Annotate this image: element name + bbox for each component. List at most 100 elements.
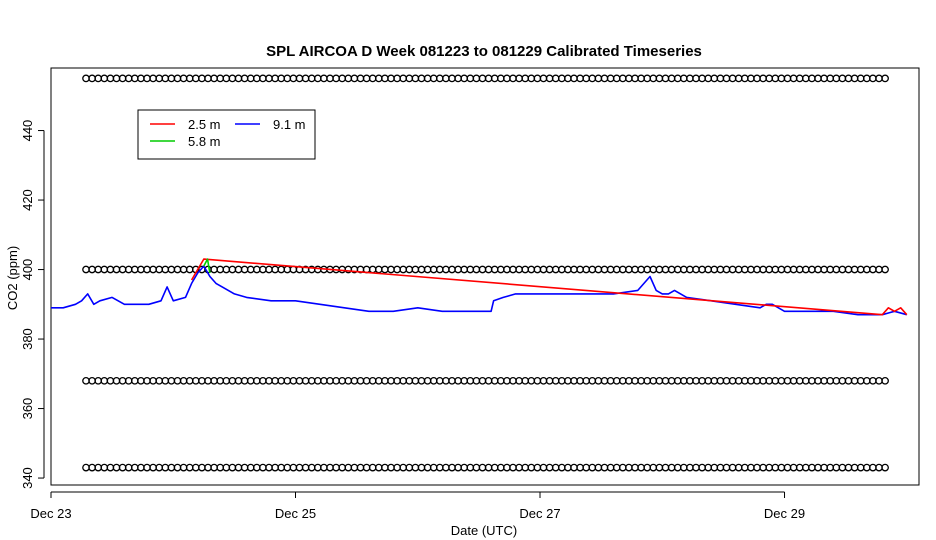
marker-point [246,265,255,274]
marker-point [350,376,359,385]
marker-point [881,376,889,385]
marker-point [759,463,767,472]
marker-point [118,463,127,472]
marker-point [814,74,822,83]
marker-point [454,265,462,274]
marker-point [490,376,499,385]
marker-point [490,265,499,274]
marker-point [753,376,761,385]
marker-point [545,376,554,385]
marker-point [246,74,255,83]
marker-point [222,74,231,83]
marker-point [594,376,603,385]
marker-point [820,463,828,472]
marker-point [612,376,621,385]
marker-point [496,265,505,274]
marker-point [112,265,121,274]
marker-point [454,463,462,472]
marker-point [875,265,883,274]
marker-point [295,463,304,472]
marker-point [124,74,133,83]
marker-point [149,74,157,83]
marker-point [106,74,115,83]
y-tick-label: 420 [20,189,35,211]
marker-point [344,463,353,472]
x-tick-label: Dec 27 [519,506,560,521]
marker-point [143,265,151,274]
x-axis-label: Date (UTC) [451,523,517,538]
marker-point [191,463,200,472]
marker-point [740,265,749,274]
marker-point [173,74,182,83]
marker-point [161,74,170,83]
marker-point [771,265,780,274]
marker-point [472,74,481,83]
marker-point [124,463,133,472]
marker-point [167,463,176,472]
marker-point [728,74,737,83]
marker-point [814,463,822,472]
x-tick-label: Dec 25 [275,506,316,521]
marker-point [875,74,883,83]
marker-point [612,265,621,274]
marker-point [271,376,279,385]
marker-point [808,376,816,385]
marker-point [478,376,487,385]
marker-point [118,74,127,83]
marker-point [509,74,517,83]
marker-point [747,376,755,385]
marker-point [283,463,292,472]
marker-point [655,265,664,274]
marker-point [765,463,774,472]
marker-point [204,376,212,385]
marker-point [869,74,877,83]
marker-point [496,463,505,472]
marker-point [478,265,487,274]
marker-point [381,265,389,274]
marker-point [88,74,96,83]
marker-point [509,376,517,385]
marker-point [503,265,511,274]
marker-point [88,265,96,274]
marker-point [448,74,456,83]
marker-point [850,376,859,385]
marker-point [332,463,340,472]
marker-point [637,376,645,385]
marker-point [686,265,694,274]
marker-point [387,265,395,274]
marker-point [423,265,432,274]
marker-point [155,265,164,274]
marker-point [643,265,652,274]
marker-point [429,74,438,83]
y-axis-label: CO2 (ppm) [5,246,20,310]
marker-point [362,376,371,385]
marker-point [527,463,536,472]
marker-point [759,376,767,385]
marker-point [600,74,609,83]
y-tick-label: 400 [20,259,35,281]
marker-point [350,463,359,472]
marker-point [106,265,115,274]
marker-point [539,74,548,83]
legend: 2.5 m 5.8 m 9.1 m [137,109,316,160]
marker-point [399,463,408,472]
marker-point [564,463,572,472]
marker-point [692,463,700,472]
marker-point [228,463,237,472]
marker-point [399,376,408,385]
marker-point [143,463,151,472]
marker-point [442,74,450,83]
marker-rows [82,74,889,472]
marker-point [716,74,725,83]
marker-point [94,265,103,274]
marker-point [545,265,554,274]
marker-point [521,265,530,274]
marker-point [704,376,713,385]
marker-point [716,463,725,472]
marker-point [362,463,371,472]
marker-point [838,265,847,274]
marker-point [496,74,505,83]
marker-point [875,463,883,472]
marker-point [710,74,719,83]
marker-point [826,463,835,472]
